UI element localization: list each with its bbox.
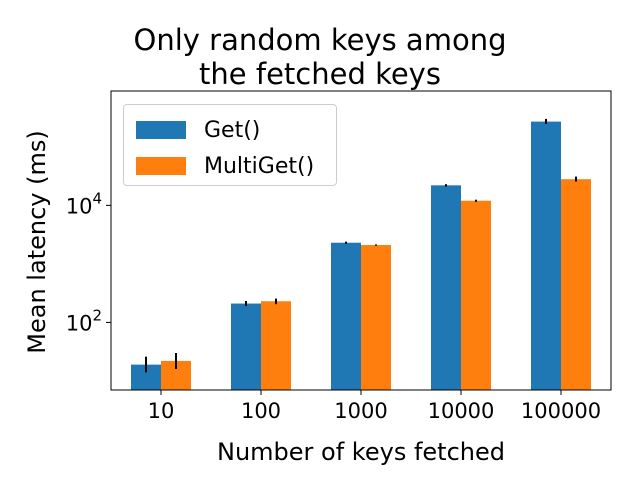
bar-multiget-100000 [561,179,591,390]
bars-layer [131,121,591,390]
x-axis-label: Number of keys fetched [217,438,505,466]
legend-item-multiget: MultiGet() [136,153,314,179]
x-tick-label: 10000 [428,399,495,423]
x-tick-label: 100000 [521,399,601,423]
legend: Get() MultiGet() [123,104,337,186]
bar-multiget-100 [261,301,291,390]
y-axis: 102 104 [66,189,111,335]
bar-get-10000 [431,185,461,390]
bar-get-100000 [531,121,561,390]
bar-multiget-10000 [461,200,491,390]
legend-item-get: Get() [136,117,260,143]
bar-multiget-1000 [361,245,391,390]
bar-get-100 [231,303,261,390]
legend-swatch-multiget [136,157,186,175]
chart-title-line-2: the fetched keys [199,57,441,91]
x-tick-label: 100 [241,399,281,423]
error-bars-layer [145,118,577,373]
x-tick-label: 1000 [334,399,387,423]
legend-swatch-get [136,121,186,139]
chart-title-line-1: Only random keys among [133,23,507,57]
legend-label-get: Get() [204,117,261,143]
bar-get-1000 [331,242,361,390]
x-axis: 10 100 1000 10000 100000 [148,390,601,423]
y-tick-label: 104 [66,189,102,218]
x-tick-label: 10 [148,399,175,423]
y-axis-label: Mean latency (ms) [23,130,51,354]
legend-label-multiget: MultiGet() [204,153,315,179]
y-tick-label: 102 [66,306,102,335]
